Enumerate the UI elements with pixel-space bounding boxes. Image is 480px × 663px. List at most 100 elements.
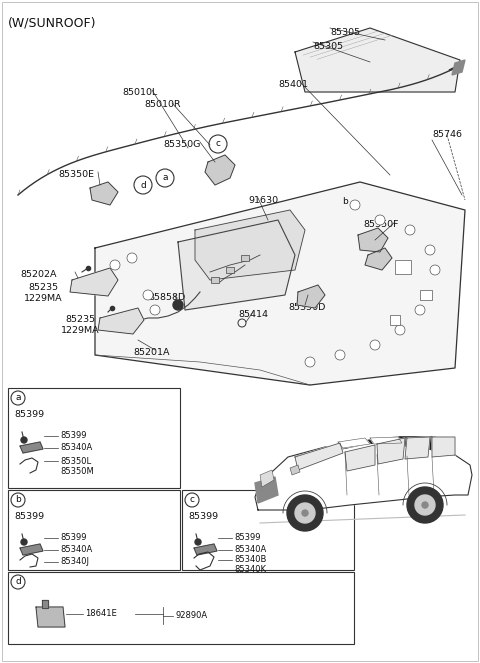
Polygon shape <box>255 443 472 510</box>
Circle shape <box>422 502 428 508</box>
Text: 85399: 85399 <box>60 432 86 440</box>
Polygon shape <box>20 544 43 555</box>
Text: c: c <box>216 139 220 149</box>
Polygon shape <box>377 438 405 464</box>
Circle shape <box>425 245 435 255</box>
Text: 85235: 85235 <box>65 315 95 324</box>
FancyBboxPatch shape <box>241 255 249 261</box>
Circle shape <box>407 487 443 523</box>
Text: 85010R: 85010R <box>144 100 180 109</box>
Text: 85350E: 85350E <box>58 170 94 179</box>
Polygon shape <box>260 470 274 487</box>
Circle shape <box>405 225 415 235</box>
Polygon shape <box>365 248 392 270</box>
Polygon shape <box>95 182 465 385</box>
Polygon shape <box>42 600 48 608</box>
Text: d: d <box>15 577 21 587</box>
Text: 85305: 85305 <box>330 28 360 37</box>
Polygon shape <box>358 228 388 252</box>
Circle shape <box>430 265 440 275</box>
FancyBboxPatch shape <box>182 490 354 570</box>
FancyBboxPatch shape <box>8 388 180 488</box>
Circle shape <box>415 305 425 315</box>
Text: 92890A: 92890A <box>175 611 207 621</box>
Polygon shape <box>90 182 118 205</box>
Polygon shape <box>195 210 305 280</box>
Circle shape <box>302 510 308 516</box>
Polygon shape <box>297 285 325 308</box>
Circle shape <box>415 495 435 515</box>
Polygon shape <box>345 445 375 471</box>
Circle shape <box>375 215 385 225</box>
Text: 85399: 85399 <box>14 512 44 521</box>
Circle shape <box>143 290 153 300</box>
Text: c: c <box>190 495 194 505</box>
Text: (W/SUNROOF): (W/SUNROOF) <box>8 16 96 29</box>
Polygon shape <box>295 443 343 470</box>
Text: 85340K: 85340K <box>234 564 266 573</box>
Circle shape <box>287 495 323 531</box>
Polygon shape <box>295 437 455 457</box>
Circle shape <box>350 200 360 210</box>
Polygon shape <box>36 607 65 627</box>
FancyBboxPatch shape <box>226 267 234 273</box>
Circle shape <box>295 503 315 523</box>
Circle shape <box>305 357 315 367</box>
Polygon shape <box>295 28 460 92</box>
Circle shape <box>110 260 120 270</box>
Text: b: b <box>342 198 348 206</box>
Text: b: b <box>15 495 21 505</box>
Circle shape <box>127 253 137 263</box>
Text: d: d <box>219 237 225 247</box>
FancyBboxPatch shape <box>8 490 180 570</box>
Text: 85340J: 85340J <box>60 558 89 566</box>
Polygon shape <box>194 544 217 555</box>
Polygon shape <box>290 465 300 475</box>
Text: 1229MA: 1229MA <box>61 326 100 335</box>
FancyBboxPatch shape <box>390 315 400 325</box>
Text: 85010L: 85010L <box>122 88 157 97</box>
Circle shape <box>21 437 27 443</box>
Text: 85340A: 85340A <box>60 444 92 453</box>
Text: 85399: 85399 <box>234 534 261 542</box>
Text: 85201A: 85201A <box>133 348 169 357</box>
Circle shape <box>173 300 183 310</box>
Text: 85746: 85746 <box>432 130 462 139</box>
Polygon shape <box>452 60 465 75</box>
Text: 85350L: 85350L <box>60 457 91 465</box>
FancyBboxPatch shape <box>395 260 411 274</box>
Text: 85350F: 85350F <box>363 220 398 229</box>
Text: 85235: 85235 <box>28 283 58 292</box>
Text: 85399: 85399 <box>60 534 86 542</box>
Text: 85399: 85399 <box>188 512 218 521</box>
Text: 85401: 85401 <box>278 80 308 89</box>
Text: a: a <box>15 394 21 402</box>
Text: d: d <box>140 180 146 190</box>
Text: 85340A: 85340A <box>60 546 92 554</box>
Text: 91630: 91630 <box>248 196 278 205</box>
Text: 85350D: 85350D <box>288 303 325 312</box>
Polygon shape <box>70 268 118 296</box>
Text: 85340B: 85340B <box>234 556 266 564</box>
Polygon shape <box>205 155 235 185</box>
Text: a: a <box>162 174 168 182</box>
Polygon shape <box>255 477 278 503</box>
Circle shape <box>150 305 160 315</box>
Polygon shape <box>20 442 43 453</box>
Circle shape <box>335 350 345 360</box>
Circle shape <box>21 539 27 545</box>
FancyBboxPatch shape <box>8 572 354 644</box>
Polygon shape <box>98 308 144 334</box>
Polygon shape <box>338 438 370 448</box>
Text: 1229MA: 1229MA <box>24 294 62 303</box>
Text: 85414: 85414 <box>238 310 268 319</box>
Text: 85399: 85399 <box>14 410 44 419</box>
Polygon shape <box>405 437 430 459</box>
FancyBboxPatch shape <box>420 290 432 300</box>
Text: 18641E: 18641E <box>85 609 117 619</box>
Polygon shape <box>370 437 402 444</box>
Text: 85202A: 85202A <box>20 270 57 279</box>
Text: 85858D: 85858D <box>148 293 185 302</box>
Polygon shape <box>178 220 295 310</box>
Polygon shape <box>432 437 455 457</box>
